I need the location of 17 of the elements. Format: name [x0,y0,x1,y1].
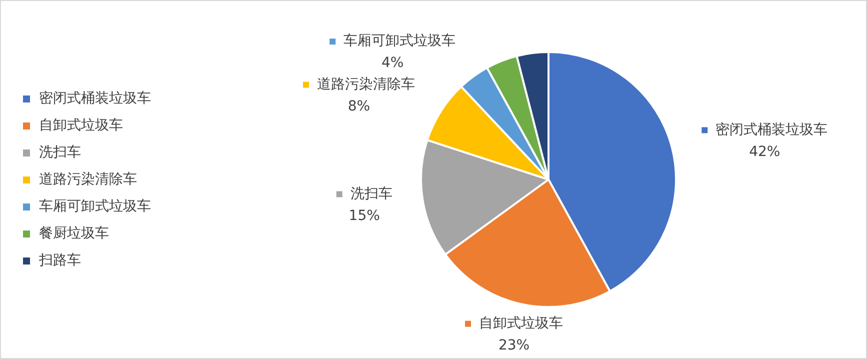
category-label: 洗扫车 [39,144,81,160]
data-label: 8% [348,98,370,114]
legend-label: 密闭式桶装垃圾车 [716,122,828,138]
category-label: 自卸式垃圾车 [39,118,123,134]
data-label: 23% [498,337,530,354]
legend-label: 扫路车 [39,252,81,270]
category-label: 密闭式桶装垃圾车 [39,90,151,106]
data-label: 4% [381,55,404,72]
legend-label: 自卸式垃圾车 [479,315,564,332]
category-label: 车厢可卸式垃圾车 [39,198,151,214]
category-label: 道路污染清除车 [39,172,137,188]
legend-label: 车厢可卸式垃圾车 [344,33,456,50]
data-label: 42% [749,144,780,160]
legend-label: 道路污染清除车 [317,76,416,92]
legend-label: 餐厨垃圾车 [39,224,109,242]
data-label: 15% [348,208,380,224]
legend-label: 洗扫车 [350,186,392,202]
